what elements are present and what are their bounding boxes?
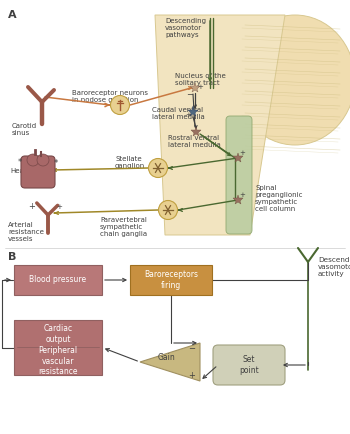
Text: Spinal
preganglionic
sympathetic
cell column: Spinal preganglionic sympathetic cell co… (255, 185, 302, 212)
Text: Caudal ventral
lateral medulla: Caudal ventral lateral medulla (152, 107, 205, 120)
Text: Nucleus of the
solitary tract: Nucleus of the solitary tract (175, 73, 226, 86)
Text: +: + (28, 202, 35, 211)
Ellipse shape (235, 15, 350, 145)
Text: Heart: Heart (10, 168, 29, 174)
Text: Baroreceptors
firing: Baroreceptors firing (144, 270, 198, 290)
Circle shape (37, 154, 49, 166)
Text: +: + (239, 192, 245, 198)
Text: Blood pressure: Blood pressure (29, 276, 86, 285)
Text: B: B (8, 252, 16, 262)
Text: Paravertebral
sympathetic
chain ganglia: Paravertebral sympathetic chain ganglia (100, 217, 147, 237)
Text: −: − (186, 90, 193, 99)
Text: +: + (197, 84, 203, 90)
Text: *: * (18, 158, 22, 167)
Text: Peripheral
vascular
resistance: Peripheral vascular resistance (38, 346, 78, 376)
Circle shape (27, 154, 39, 166)
Text: Set
point: Set point (239, 355, 259, 375)
Circle shape (111, 95, 130, 115)
Text: −: − (189, 345, 196, 354)
Text: +: + (56, 204, 62, 210)
Text: Descending
vasomotor
activity: Descending vasomotor activity (318, 257, 350, 277)
Polygon shape (140, 343, 200, 381)
Text: Rostral ventral
lateral medulla: Rostral ventral lateral medulla (168, 135, 221, 148)
Text: +: + (189, 371, 195, 379)
FancyBboxPatch shape (226, 116, 252, 234)
Text: Carotid
sinus: Carotid sinus (12, 123, 37, 136)
FancyBboxPatch shape (14, 265, 102, 295)
FancyBboxPatch shape (130, 265, 212, 295)
Text: +: + (239, 150, 245, 156)
Text: +: + (185, 112, 191, 118)
Text: *: * (54, 159, 58, 168)
Text: Descending
vasomotor
pathways: Descending vasomotor pathways (165, 18, 206, 38)
FancyBboxPatch shape (213, 345, 285, 385)
Text: Stellate
ganglion: Stellate ganglion (115, 156, 145, 169)
Polygon shape (155, 15, 285, 235)
FancyBboxPatch shape (14, 320, 102, 375)
FancyBboxPatch shape (21, 156, 55, 188)
Circle shape (159, 201, 177, 220)
Text: Arterial
resistance
vessels: Arterial resistance vessels (8, 222, 44, 242)
Text: Baroreceptor neurons
in nodose ganglion: Baroreceptor neurons in nodose ganglion (72, 90, 148, 103)
Text: Gain: Gain (158, 354, 176, 362)
Text: A: A (8, 10, 17, 20)
Circle shape (148, 158, 168, 178)
Text: Cardiac
output: Cardiac output (43, 324, 72, 344)
